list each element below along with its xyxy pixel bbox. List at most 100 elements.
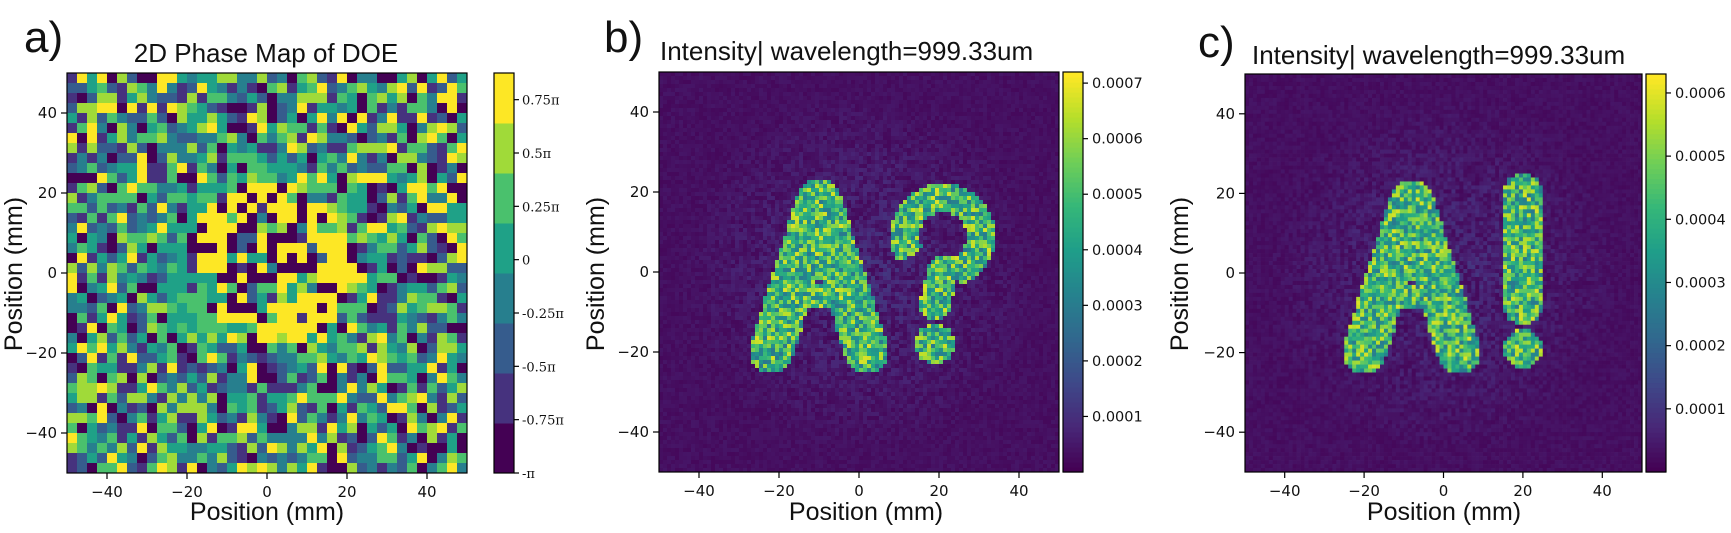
intensity-cell — [1011, 172, 1015, 176]
intensity-cell — [791, 180, 795, 184]
phase-cell — [147, 263, 157, 273]
intensity-cell — [943, 72, 947, 76]
phase-cell — [137, 93, 147, 103]
intensity-cell — [783, 136, 787, 140]
phase-cell — [397, 423, 407, 433]
intensity-cell — [767, 160, 771, 164]
phase-cell — [407, 73, 417, 83]
phase-cell — [307, 313, 317, 323]
intensity-cell — [931, 176, 935, 180]
intensity-cell — [999, 168, 1003, 172]
intensity-cell — [851, 124, 855, 128]
intensity-cell — [731, 140, 735, 144]
intensity-cell — [699, 136, 703, 140]
phase-cell — [207, 373, 217, 383]
phase-cell — [317, 263, 327, 273]
intensity-cell — [991, 156, 995, 160]
phase-cell — [417, 293, 427, 303]
phase-cell — [417, 243, 427, 253]
intensity-cell — [891, 124, 895, 128]
phase-cell — [87, 123, 97, 133]
phase-cell — [457, 323, 467, 333]
phase-cell — [427, 373, 437, 383]
phase-cell — [297, 383, 307, 393]
intensity-cell — [847, 140, 851, 144]
intensity-cell — [763, 192, 767, 196]
intensity-cell — [939, 160, 943, 164]
intensity-cell — [1019, 80, 1023, 84]
intensity-cell — [935, 180, 939, 184]
intensity-cell — [843, 104, 847, 108]
intensity-cell — [771, 104, 775, 108]
colorbar-tick-label: 0.25π — [522, 200, 560, 215]
phase-cell — [207, 253, 217, 263]
intensity-cell — [719, 148, 723, 152]
phase-cell — [87, 403, 97, 413]
colorbar-segment — [494, 273, 514, 324]
phase-cell — [357, 183, 367, 193]
phase-cell — [307, 243, 317, 253]
intensity-cell — [1043, 120, 1047, 124]
intensity-cell — [711, 196, 715, 200]
intensity-cell — [923, 196, 927, 200]
intensity-cell — [1023, 164, 1027, 168]
intensity-cell — [815, 124, 819, 128]
intensity-cell — [791, 160, 795, 164]
intensity-cell — [883, 192, 887, 196]
intensity-cell — [871, 148, 875, 152]
intensity-cell — [891, 72, 895, 76]
phase-cell — [177, 93, 187, 103]
phase-cell — [127, 343, 137, 353]
intensity-cell — [999, 112, 1003, 116]
phase-cell — [127, 283, 137, 293]
intensity-cell — [831, 116, 835, 120]
phase-cell — [367, 123, 377, 133]
intensity-cell — [1043, 100, 1047, 104]
phase-cell — [247, 113, 257, 123]
phase-cell — [287, 413, 297, 423]
phase-cell — [67, 343, 77, 353]
intensity-cell — [907, 148, 911, 152]
phase-cell — [277, 413, 287, 423]
intensity-cell — [1051, 148, 1055, 152]
intensity-cell — [955, 164, 959, 168]
intensity-cell — [855, 88, 859, 92]
intensity-cell — [771, 88, 775, 92]
intensity-cell — [899, 124, 903, 128]
phase-cell — [167, 403, 177, 413]
intensity-cell — [743, 160, 747, 164]
intensity-cell — [739, 196, 743, 200]
intensity-cell — [891, 140, 895, 144]
phase-cell — [367, 103, 377, 113]
phase-cell — [177, 323, 187, 333]
intensity-cell — [795, 180, 799, 184]
phase-cell — [337, 163, 347, 173]
intensity-cell — [727, 116, 731, 120]
phase-cell — [317, 143, 327, 153]
phase-cell — [327, 363, 337, 373]
intensity-cell — [867, 96, 871, 100]
phase-cell — [327, 143, 337, 153]
intensity-cell — [947, 176, 951, 180]
phase-cell — [387, 383, 397, 393]
intensity-cell — [783, 128, 787, 132]
intensity-cell — [1003, 144, 1007, 148]
phase-cell — [257, 233, 267, 243]
intensity-cell — [863, 196, 867, 200]
phase-cell — [317, 363, 327, 373]
phase-cell — [247, 353, 257, 363]
intensity-cell — [1019, 136, 1023, 140]
intensity-cell — [791, 188, 795, 192]
intensity-cell — [927, 200, 931, 204]
phase-cell — [437, 93, 447, 103]
intensity-cell — [1051, 116, 1055, 120]
intensity-cell — [659, 80, 663, 84]
intensity-cell — [891, 172, 895, 176]
intensity-cell — [671, 120, 675, 124]
intensity-cell — [951, 140, 955, 144]
intensity-cell — [871, 136, 875, 140]
intensity-cell — [939, 184, 943, 188]
phase-cell — [87, 253, 97, 263]
intensity-cell — [1051, 188, 1055, 192]
phase-cell — [397, 243, 407, 253]
